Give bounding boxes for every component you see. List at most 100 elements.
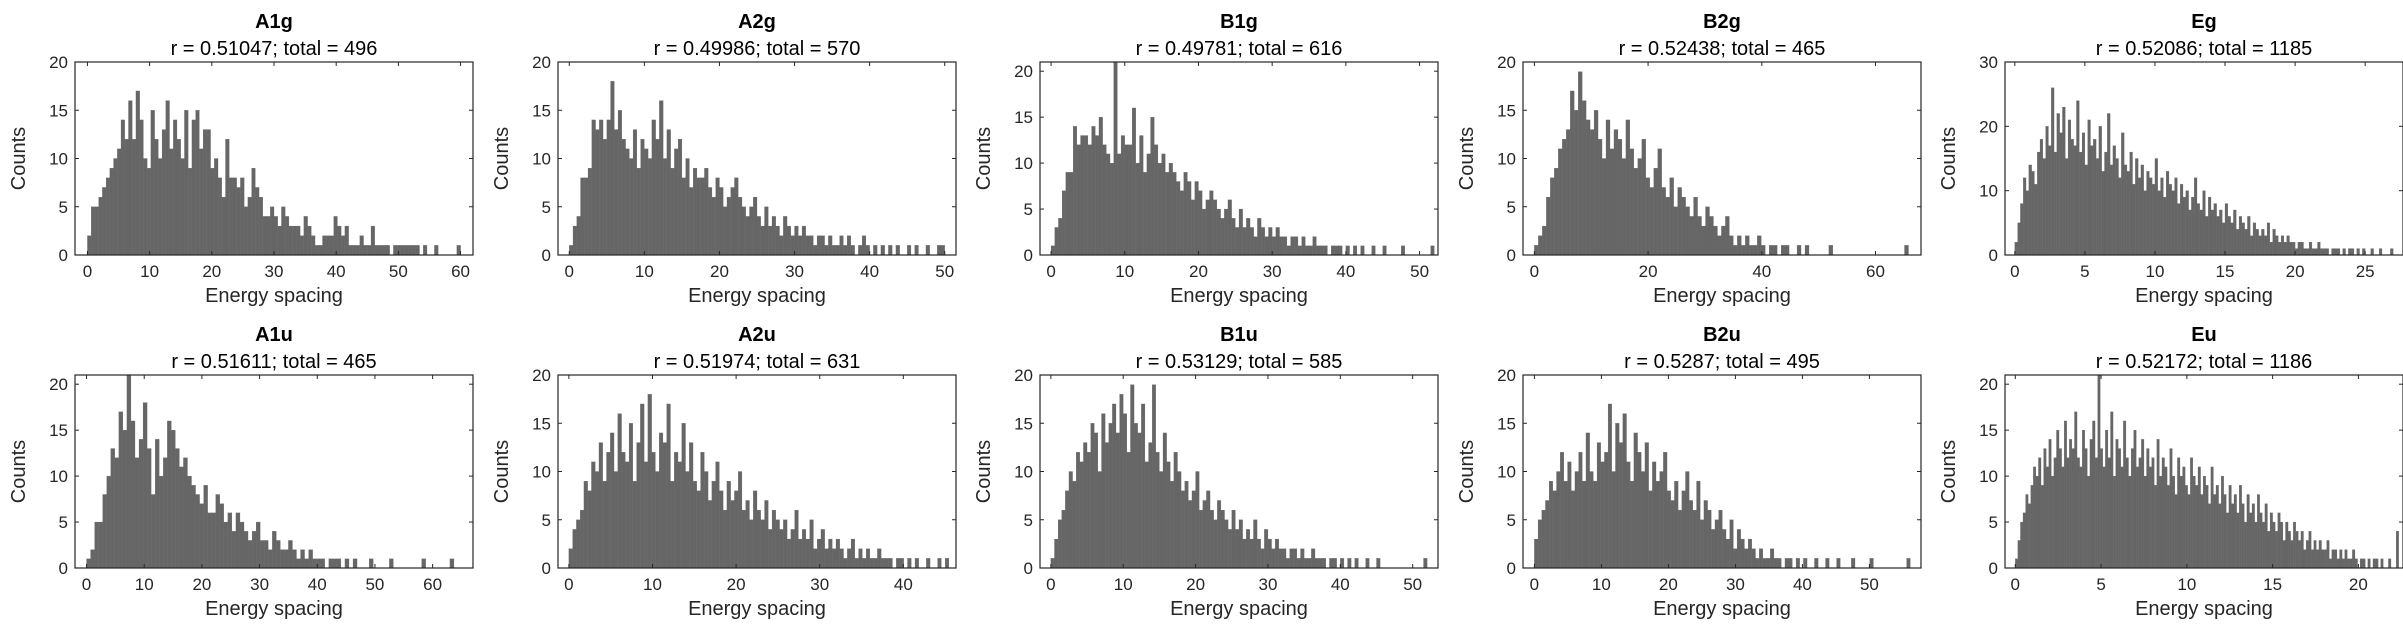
histogram-bar bbox=[2079, 151, 2083, 256]
histogram-bar bbox=[1050, 558, 1055, 569]
histogram-bar bbox=[2236, 229, 2240, 256]
histogram-bar bbox=[2259, 512, 2263, 569]
histogram-bar bbox=[1659, 471, 1664, 569]
histogram-bar bbox=[2233, 494, 2237, 569]
axes-box bbox=[74, 374, 474, 569]
histogram-bar bbox=[1570, 90, 1575, 256]
histogram-bar bbox=[1264, 529, 1269, 569]
x-axis-label: Energy spacing bbox=[2135, 598, 2273, 620]
histogram-bar bbox=[114, 457, 119, 569]
histogram-bar bbox=[2275, 531, 2278, 569]
histogram-bar bbox=[1106, 153, 1111, 256]
histogram-bar bbox=[146, 448, 152, 569]
histogram-bar bbox=[1621, 158, 1627, 256]
histogram-bar bbox=[1713, 225, 1718, 256]
x-tick-label: 40 bbox=[1336, 262, 1355, 281]
x-tick-label: 0 bbox=[1046, 262, 1055, 281]
histogram-bar bbox=[2326, 540, 2330, 569]
histogram-bar bbox=[2069, 439, 2073, 569]
histogram-bar bbox=[1560, 452, 1564, 569]
histogram-bar bbox=[828, 538, 833, 569]
histogram-bar bbox=[1083, 442, 1088, 569]
histogram-bar bbox=[858, 245, 863, 256]
histogram-bar bbox=[1836, 558, 1841, 569]
histogram-bar bbox=[813, 245, 818, 256]
histogram-bar bbox=[2370, 248, 2374, 256]
histogram-bar bbox=[336, 558, 342, 569]
histogram-bar bbox=[2197, 466, 2201, 569]
histogram-bar bbox=[805, 538, 810, 569]
histogram-bar bbox=[1585, 119, 1591, 256]
histogram-bar bbox=[1152, 384, 1156, 569]
histogram-bar bbox=[2104, 151, 2108, 256]
histogram-bar bbox=[1685, 471, 1690, 569]
histogram-bar bbox=[393, 245, 398, 256]
bars bbox=[568, 394, 950, 569]
y-tick-label: 10 bbox=[1497, 463, 1516, 482]
histogram-bar bbox=[1144, 461, 1149, 569]
histogram-bar bbox=[1546, 196, 1551, 256]
histogram-bar bbox=[2210, 466, 2214, 569]
histogram-bar bbox=[348, 245, 353, 256]
histogram-bar bbox=[1825, 558, 1830, 569]
histogram-bar bbox=[128, 100, 133, 256]
histogram-bar bbox=[415, 245, 420, 256]
histogram-bar bbox=[2261, 229, 2265, 256]
histogram-bar bbox=[2354, 558, 2358, 569]
histogram-bar bbox=[2359, 558, 2363, 569]
histogram-bar bbox=[1781, 245, 1786, 256]
histogram-bar bbox=[704, 168, 709, 256]
histogram-bar bbox=[1137, 432, 1142, 569]
histogram-bar bbox=[1228, 529, 1232, 569]
histogram-bar bbox=[2129, 151, 2133, 256]
histogram-bar bbox=[2037, 151, 2041, 256]
histogram-bar bbox=[862, 558, 867, 569]
x-tick-label: 20 bbox=[1189, 262, 1208, 281]
y-tick-label: 10 bbox=[49, 467, 68, 486]
histogram-bar bbox=[120, 119, 125, 256]
histogram-bar bbox=[937, 245, 942, 256]
histogram-bar bbox=[693, 168, 698, 256]
histogram-bar bbox=[1224, 519, 1229, 569]
histogram-bar bbox=[2196, 203, 2200, 256]
histogram-bar bbox=[337, 225, 342, 256]
x-tick-label: 60 bbox=[1866, 262, 1885, 281]
histogram-bar bbox=[2282, 540, 2286, 569]
histogram-bar bbox=[1113, 61, 1118, 256]
histogram-bar bbox=[1098, 117, 1103, 256]
histogram-bar bbox=[1177, 471, 1182, 569]
histogram-bar bbox=[2192, 475, 2196, 569]
histogram-bar bbox=[281, 206, 286, 256]
x-tick-label: 50 bbox=[389, 262, 408, 281]
histogram-bar bbox=[644, 148, 649, 256]
histogram-bar bbox=[659, 432, 664, 569]
histogram-bar bbox=[2195, 485, 2199, 569]
histogram-bar bbox=[180, 158, 185, 256]
histogram-bar bbox=[835, 245, 840, 256]
histogram-bar bbox=[303, 216, 308, 256]
histogram-bar bbox=[2233, 209, 2237, 256]
histogram-bar bbox=[809, 235, 814, 256]
histogram-bar bbox=[820, 235, 825, 256]
y-axis-label: Counts bbox=[1938, 127, 1960, 190]
x-axis-label: Energy spacing bbox=[1170, 598, 1308, 620]
histogram-bar bbox=[1183, 172, 1188, 256]
histogram-bar bbox=[1773, 558, 1778, 569]
histogram-bar bbox=[2125, 457, 2129, 569]
histogram-bar bbox=[1289, 548, 1294, 569]
histogram-bar bbox=[572, 529, 577, 569]
x-tick-label: 60 bbox=[451, 262, 470, 281]
histogram-bar bbox=[1217, 500, 1222, 569]
histogram-bar bbox=[2051, 87, 2055, 256]
histogram-bar bbox=[674, 148, 679, 256]
histogram-bar bbox=[1759, 548, 1763, 569]
histogram-bar bbox=[1331, 245, 1335, 256]
histogram-bar bbox=[2339, 549, 2343, 569]
histogram-bar bbox=[2095, 158, 2100, 256]
histogram-bar bbox=[2138, 177, 2142, 256]
histogram-bar bbox=[2199, 209, 2203, 256]
histogram-bar bbox=[2262, 521, 2266, 569]
histogram-bar bbox=[711, 481, 716, 569]
histogram-bar bbox=[2316, 549, 2320, 569]
x-tick-label: 20 bbox=[192, 575, 211, 594]
